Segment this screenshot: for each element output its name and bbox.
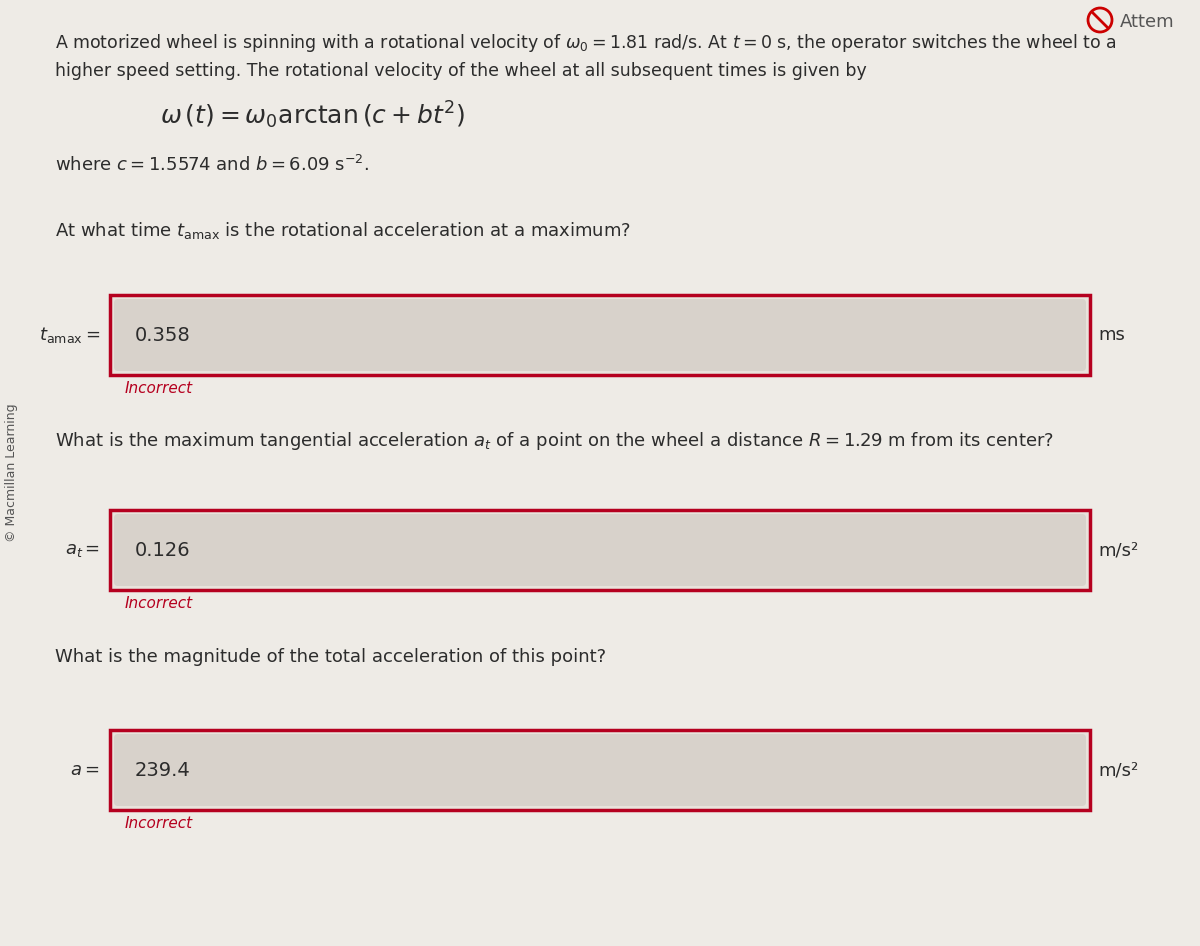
Text: $\omega\,(t) = \omega_0\mathrm{arctan}\,(c + bt^2)$: $\omega\,(t) = \omega_0\mathrm{arctan}\,… xyxy=(160,100,466,131)
Text: m/s²: m/s² xyxy=(1098,761,1139,779)
Text: Incorrect: Incorrect xyxy=(125,816,193,831)
Text: $a_t =$: $a_t =$ xyxy=(65,541,100,559)
Text: Incorrect: Incorrect xyxy=(125,381,193,396)
Text: What is the magnitude of the total acceleration of this point?: What is the magnitude of the total accel… xyxy=(55,648,606,666)
Bar xyxy=(110,295,1090,375)
Text: $t_{\mathrm{amax}} =$: $t_{\mathrm{amax}} =$ xyxy=(38,325,100,345)
Text: A motorized wheel is spinning with a rotational velocity of $\omega_0 = 1.81$ ra: A motorized wheel is spinning with a rot… xyxy=(55,32,1117,54)
FancyBboxPatch shape xyxy=(114,299,1086,371)
Text: ms: ms xyxy=(1098,326,1124,344)
Text: 0.358: 0.358 xyxy=(134,325,191,344)
Bar xyxy=(110,510,1090,590)
Text: Attem: Attem xyxy=(1120,13,1175,31)
Text: higher speed setting. The rotational velocity of the wheel at all subsequent tim: higher speed setting. The rotational vel… xyxy=(55,62,866,80)
Text: © Macmillan Learning: © Macmillan Learning xyxy=(6,404,18,542)
Text: Incorrect: Incorrect xyxy=(125,596,193,611)
FancyBboxPatch shape xyxy=(114,514,1086,586)
Text: where $c = 1.5574$ and $b = 6.09\ \mathrm{s}^{-2}$.: where $c = 1.5574$ and $b = 6.09\ \mathr… xyxy=(55,155,370,175)
Text: What is the maximum tangential acceleration $a_t$ of a point on the wheel a dist: What is the maximum tangential accelerat… xyxy=(55,430,1054,452)
Text: $a =$: $a =$ xyxy=(71,761,100,779)
Text: At what time $t_{\mathrm{amax}}$ is the rotational acceleration at a maximum?: At what time $t_{\mathrm{amax}}$ is the … xyxy=(55,220,631,241)
FancyBboxPatch shape xyxy=(114,734,1086,806)
Text: m/s²: m/s² xyxy=(1098,541,1139,559)
Bar xyxy=(110,730,1090,810)
Text: 239.4: 239.4 xyxy=(134,761,191,780)
Text: 0.126: 0.126 xyxy=(134,540,191,559)
